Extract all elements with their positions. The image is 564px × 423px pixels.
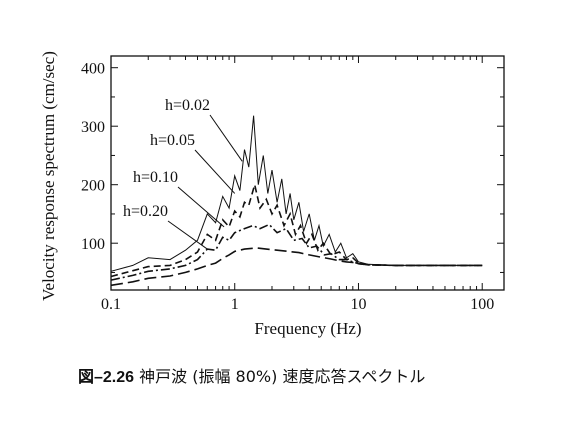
annotation-leader-1 [209, 114, 243, 162]
series-line-1 [110, 115, 483, 272]
series-line-4 [110, 247, 483, 287]
x-tick-label: 100 [470, 296, 494, 313]
y-tick-label: 300 [81, 119, 105, 136]
y-tick-label: 100 [81, 236, 105, 253]
x-axis-label: Frequency (Hz) [254, 319, 361, 338]
velocity-spectrum-chart: 0.1 1 10 100 100 200 300 400 h=0.02 h=0.05 h=0.10… [39, 51, 505, 338]
annotation-layer: h=0.02 h=0.05 h=0.10 h=0.20 [123, 97, 243, 250]
y-axis-label: Velocity response spectrum (cm/sec) [39, 51, 58, 301]
plot-frame [110, 55, 505, 291]
annotation-label-1: h=0.02 [165, 97, 210, 114]
series-layer [110, 115, 483, 287]
y-tick-label: 400 [81, 61, 105, 78]
series-line-2 [110, 184, 483, 278]
figure-number: 図–2.26 [78, 369, 135, 386]
x-tick-label: 0.1 [101, 296, 121, 313]
annotation-leader-4 [167, 220, 208, 250]
series-line-3 [110, 223, 483, 281]
annotation-label-3: h=0.10 [133, 169, 178, 186]
annotation-label-2: h=0.05 [150, 132, 195, 149]
annotation-leader-2 [194, 149, 236, 194]
x-tick-label: 10 [350, 296, 366, 313]
x-tick-label: 1 [231, 296, 239, 313]
y-tick-label: 200 [81, 178, 105, 195]
axis-tick-labels: 0.1 1 10 100 100 200 300 400 [81, 61, 494, 313]
figure-caption: 図–2.26 神戸波 (振幅 80%) 速度応答スペクトル [78, 363, 548, 387]
annotation-leader-3 [177, 186, 225, 228]
axis-ticks [110, 56, 504, 290]
annotation-label-4: h=0.20 [123, 203, 168, 220]
caption-text: 神戸波 (振幅 80%) 速度応答スペクトル [139, 367, 426, 386]
